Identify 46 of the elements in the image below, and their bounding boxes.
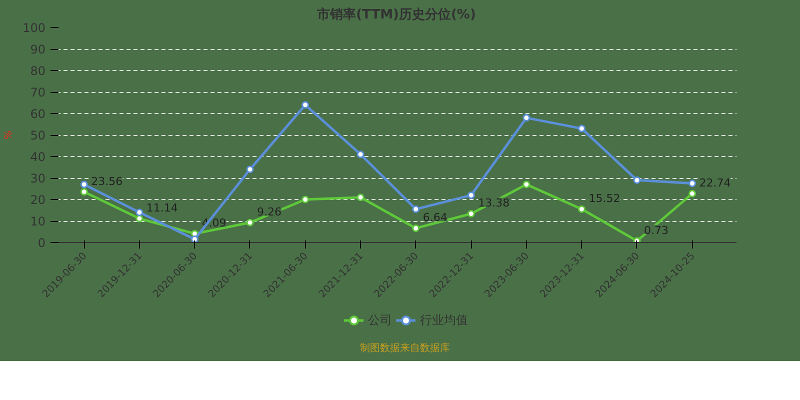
point [136, 208, 144, 216]
y-tick-label: 70 [30, 86, 46, 100]
data-label: 23.56 [91, 174, 123, 188]
data-label: 13.38 [478, 196, 510, 210]
legend-label: 行业均值 [420, 312, 468, 328]
point [80, 188, 88, 196]
point [467, 210, 475, 218]
point [356, 150, 364, 158]
point [302, 196, 310, 204]
point [136, 214, 144, 222]
point [246, 218, 254, 226]
y-tick-label: 90 [30, 42, 46, 56]
data-label: 9.26 [256, 206, 282, 219]
point [80, 180, 88, 188]
point [633, 176, 641, 184]
point [246, 166, 254, 174]
y-tick-label: 10 [30, 214, 46, 228]
data-label: 15.52 [588, 192, 620, 206]
y-tick-label: 80 [30, 64, 46, 78]
chart-title: 市销率(TTM)历史分位(%) [316, 6, 476, 22]
y-axis-title: % [4, 130, 15, 140]
point [578, 124, 586, 132]
y-tick-label: 60 [30, 107, 46, 121]
data-label: 6.64 [422, 211, 448, 224]
y-tick-label: 0 [38, 236, 46, 250]
y-tick-label: 30 [30, 172, 46, 186]
point [522, 180, 530, 188]
point [412, 224, 420, 232]
point [467, 191, 475, 199]
y-tick-label: 100 [22, 21, 46, 35]
legend-label: 公司 [368, 312, 392, 328]
data-label: 22.74 [699, 176, 731, 190]
y-tick-label: 50 [30, 128, 46, 142]
point [356, 194, 364, 202]
point [190, 236, 198, 242]
y-tick-label: 20 [30, 193, 46, 207]
point [688, 180, 696, 188]
text: 制图数据来自数据库 [360, 342, 450, 356]
y-tick-label: 40 [30, 150, 46, 164]
point [688, 190, 696, 198]
data-label: 0.73 [644, 224, 668, 237]
point [522, 114, 530, 122]
point [412, 205, 420, 213]
data-label: 11.14 [146, 202, 178, 215]
point [578, 205, 586, 213]
point [302, 101, 310, 109]
